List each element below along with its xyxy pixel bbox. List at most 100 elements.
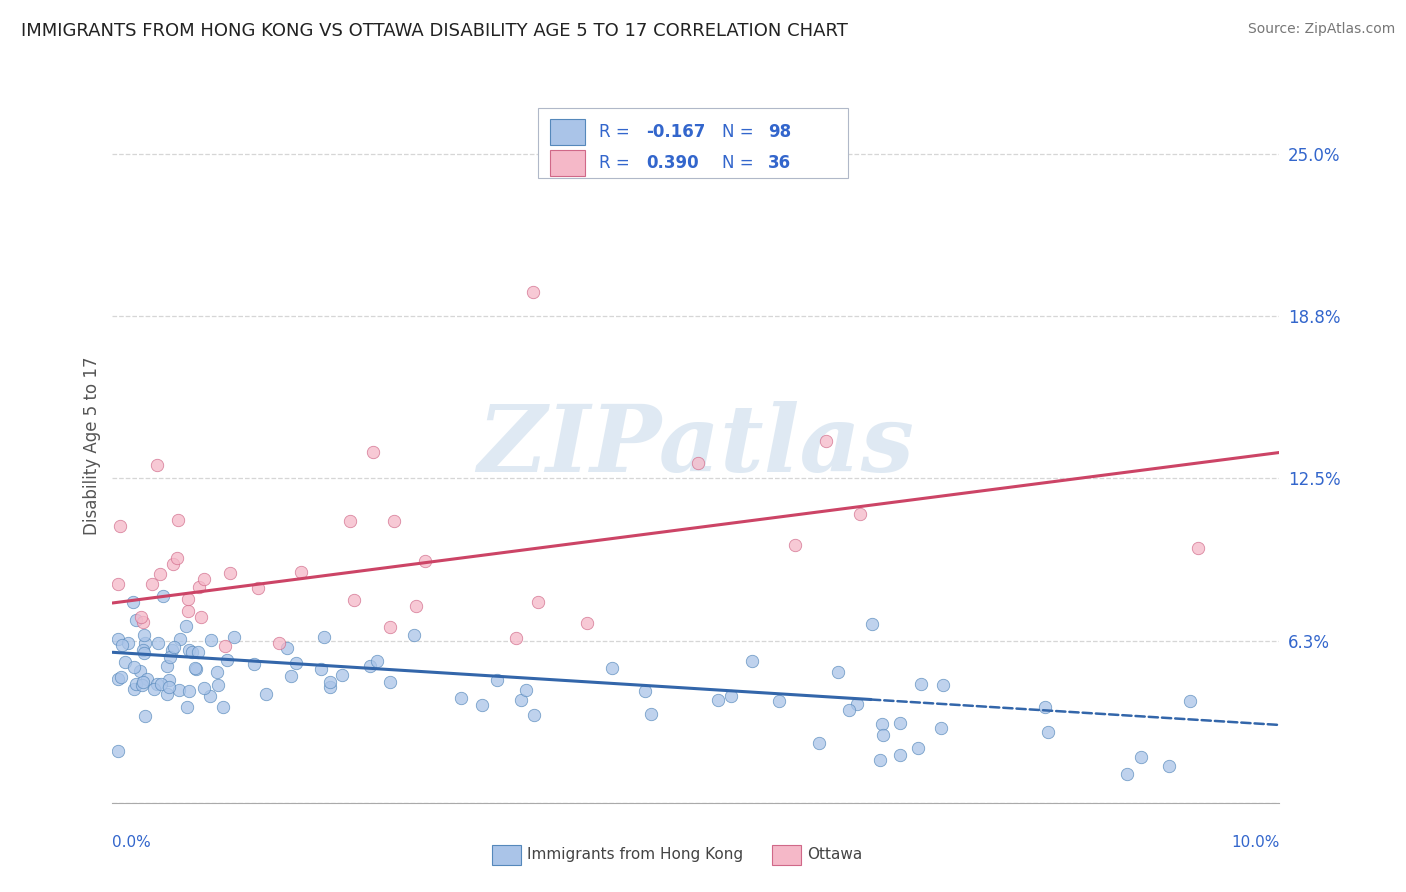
Point: [932, 678, 955, 692]
Text: R =: R =: [599, 123, 636, 141]
Point: [110, 519, 132, 533]
Point: [160, 643, 183, 657]
Point: [706, 693, 728, 707]
Point: [167, 683, 190, 698]
Point: [254, 687, 277, 701]
Point: [846, 697, 869, 711]
Point: [159, 673, 181, 687]
Point: [193, 681, 215, 696]
Point: [837, 703, 859, 717]
Point: [167, 513, 190, 527]
Point: [285, 656, 308, 670]
Point: [162, 557, 184, 571]
Point: [380, 675, 402, 690]
Point: [808, 735, 831, 749]
Point: [526, 595, 548, 609]
Point: [1129, 750, 1152, 764]
Point: [889, 748, 911, 763]
Point: [146, 458, 169, 472]
Point: [114, 655, 136, 669]
Text: Source: ZipAtlas.com: Source: ZipAtlas.com: [1247, 22, 1395, 37]
Point: [343, 592, 366, 607]
Point: [319, 680, 342, 694]
Point: [132, 615, 155, 630]
Point: [640, 706, 662, 721]
Point: [218, 566, 240, 580]
Point: [131, 678, 153, 692]
Point: [309, 661, 332, 675]
Point: [200, 632, 222, 647]
Point: [107, 744, 129, 758]
Point: [470, 698, 492, 713]
Point: [211, 700, 233, 714]
Point: [382, 515, 405, 529]
Point: [246, 582, 269, 596]
Point: [366, 654, 388, 668]
FancyBboxPatch shape: [550, 120, 585, 145]
Point: [134, 709, 156, 723]
Point: [1157, 759, 1180, 773]
Text: N =: N =: [721, 153, 758, 171]
Text: ZIPatlas: ZIPatlas: [478, 401, 914, 491]
Point: [174, 619, 197, 633]
Point: [169, 632, 191, 646]
Point: [741, 654, 763, 668]
Point: [269, 636, 291, 650]
Point: [122, 595, 145, 609]
Y-axis label: Disability Age 5 to 17: Disability Age 5 to 17: [83, 357, 101, 535]
Point: [907, 741, 929, 756]
Point: [815, 434, 838, 448]
Point: [869, 753, 891, 767]
Point: [378, 620, 401, 634]
Point: [910, 676, 932, 690]
Point: [166, 550, 188, 565]
Text: Immigrants from Hong Kong: Immigrants from Hong Kong: [527, 847, 742, 863]
Point: [827, 665, 849, 679]
Text: 98: 98: [768, 123, 792, 141]
Point: [156, 659, 179, 673]
Point: [107, 577, 129, 591]
Point: [177, 684, 200, 698]
Point: [187, 645, 209, 659]
Text: -0.167: -0.167: [645, 123, 706, 141]
Point: [125, 677, 148, 691]
Text: Ottawa: Ottawa: [807, 847, 862, 863]
Text: N =: N =: [721, 123, 758, 141]
Point: [686, 456, 709, 470]
Point: [860, 617, 883, 632]
Point: [152, 589, 174, 603]
Point: [117, 636, 139, 650]
Point: [107, 632, 129, 647]
Point: [205, 665, 228, 680]
Point: [768, 694, 790, 708]
Point: [129, 664, 152, 678]
Point: [361, 444, 384, 458]
Point: [217, 653, 239, 667]
Point: [523, 707, 546, 722]
Point: [129, 610, 152, 624]
Point: [132, 675, 155, 690]
Point: [200, 689, 222, 703]
Point: [157, 680, 180, 694]
Point: [515, 683, 537, 698]
Point: [135, 672, 157, 686]
Point: [849, 507, 872, 521]
FancyBboxPatch shape: [550, 150, 585, 176]
Point: [332, 668, 354, 682]
Point: [602, 661, 624, 675]
Point: [177, 642, 200, 657]
Point: [184, 660, 207, 674]
Point: [132, 647, 155, 661]
Point: [929, 722, 952, 736]
Point: [872, 728, 894, 742]
Point: [1115, 766, 1137, 780]
Point: [319, 674, 342, 689]
Point: [110, 639, 132, 653]
Point: [280, 668, 302, 682]
Point: [187, 580, 209, 594]
Point: [783, 538, 806, 552]
Point: [177, 604, 200, 618]
Point: [176, 700, 198, 714]
Point: [450, 690, 472, 705]
Point: [510, 693, 533, 707]
